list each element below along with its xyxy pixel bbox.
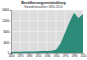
grid-line bbox=[11, 10, 12, 53]
area bbox=[11, 13, 83, 53]
tick-label: 0 bbox=[8, 51, 10, 55]
plot: 1850187018901910193019501970199020100400… bbox=[2, 8, 87, 57]
grid-line bbox=[38, 10, 39, 53]
tick: 1950 bbox=[54, 53, 60, 58]
tick: 1910 bbox=[36, 53, 42, 58]
tick-label: 1870 bbox=[18, 54, 24, 58]
tick: 1930 bbox=[45, 53, 51, 58]
tick: 1990 bbox=[72, 53, 78, 58]
tick-mark bbox=[10, 42, 11, 43]
tick: 1890 bbox=[27, 53, 33, 58]
tick-label: 1850 bbox=[9, 54, 15, 58]
grid-line bbox=[20, 10, 21, 53]
marks bbox=[11, 13, 83, 53]
tick: 1970 bbox=[63, 53, 69, 58]
y-axis: 0 4000 8000 12000 16000 bbox=[2, 8, 12, 55]
subtitle: Einwohnerzahlen 1850-2010 bbox=[24, 5, 63, 9]
tick: 8000 bbox=[3, 30, 11, 34]
tick-label: 1970 bbox=[63, 54, 69, 58]
tick: 12000 bbox=[2, 19, 11, 23]
tick-label: 16000 bbox=[2, 8, 10, 12]
tick-label: 1910 bbox=[36, 54, 42, 58]
tick-label: 8000 bbox=[3, 30, 9, 34]
tick: 16000 bbox=[2, 8, 11, 12]
tick-label: 1930 bbox=[45, 54, 51, 58]
grid-line bbox=[56, 10, 57, 53]
tick: 1870 bbox=[18, 53, 24, 58]
chart: BevölkerungsentwicklungEinwohnerzahlen 1… bbox=[0, 0, 87, 60]
axis-line bbox=[10, 11, 12, 54]
x-axis: 185018701890191019301950197019902010 bbox=[9, 53, 87, 58]
tick-label: 4000 bbox=[3, 41, 9, 45]
tick-label: 1950 bbox=[54, 54, 60, 58]
tick-mark bbox=[10, 32, 11, 33]
tick-label: 1890 bbox=[27, 54, 33, 58]
grid-line bbox=[47, 10, 48, 53]
tick: 1850 bbox=[9, 53, 15, 58]
tick-label: 12000 bbox=[2, 19, 10, 23]
tick-mark bbox=[10, 53, 11, 54]
plot-background bbox=[11, 10, 83, 53]
tick: 2010 bbox=[81, 53, 87, 58]
tick: 4000 bbox=[3, 41, 11, 45]
tick: 0 bbox=[8, 51, 11, 55]
tick-mark bbox=[10, 21, 11, 22]
tick-label: 2010 bbox=[81, 54, 87, 58]
tick-mark bbox=[10, 10, 11, 11]
tick-label: 1990 bbox=[72, 54, 78, 58]
grid-line bbox=[29, 10, 30, 53]
